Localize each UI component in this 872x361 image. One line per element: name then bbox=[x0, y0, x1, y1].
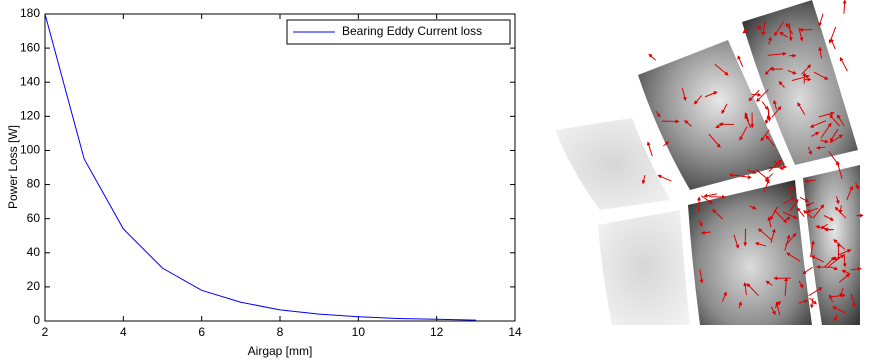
field-arrow bbox=[819, 14, 823, 26]
field-arrow bbox=[658, 175, 671, 181]
y-axis-label: Power Loss [W] bbox=[6, 125, 20, 209]
plot-frame bbox=[45, 14, 515, 321]
y-tick-label: 120 bbox=[20, 109, 40, 123]
field-plot bbox=[555, 0, 863, 325]
segment bbox=[688, 180, 812, 325]
segment bbox=[555, 118, 670, 210]
y-tick-label: 80 bbox=[27, 177, 41, 191]
page: Airgap [mm] Power Loss [W] Bearing Eddy … bbox=[0, 0, 872, 361]
x-tick-label: 10 bbox=[352, 325, 366, 339]
y-tick-label: 160 bbox=[20, 40, 40, 54]
field-arrow bbox=[752, 94, 761, 95]
y-tick-label: 0 bbox=[33, 313, 40, 327]
field-arrow bbox=[831, 39, 835, 49]
x-tick-label: 8 bbox=[277, 325, 284, 339]
field-arrow bbox=[704, 194, 716, 196]
x-tick-label: 12 bbox=[430, 325, 444, 339]
y-tick-label: 60 bbox=[27, 211, 41, 225]
field-arrow bbox=[699, 197, 700, 212]
field-arrow bbox=[766, 115, 768, 124]
y-tick-label: 40 bbox=[27, 245, 41, 259]
field-arrow bbox=[844, 0, 845, 13]
chart: Airgap [mm] Power Loss [W] Bearing Eddy … bbox=[6, 6, 522, 358]
y-tick-label: 20 bbox=[27, 279, 41, 293]
x-tick-label: 6 bbox=[198, 325, 205, 339]
y-tick-label: 100 bbox=[20, 143, 40, 157]
segment bbox=[598, 210, 690, 325]
field-arrow bbox=[840, 58, 847, 72]
x-tick-label: 4 bbox=[120, 325, 127, 339]
legend-label: Bearing Eddy Current loss bbox=[342, 24, 482, 38]
field-arrow bbox=[648, 142, 652, 156]
x-axis-label: Airgap [mm] bbox=[248, 344, 313, 358]
x-tick-label: 2 bbox=[42, 325, 49, 339]
field-arrow bbox=[762, 102, 768, 110]
field-arrow bbox=[649, 54, 656, 60]
field-arrow bbox=[766, 174, 773, 181]
field-arrow bbox=[756, 170, 768, 180]
y-tick-label: 140 bbox=[20, 74, 40, 88]
y-tick-label: 180 bbox=[20, 6, 40, 20]
field-arrow bbox=[830, 27, 836, 43]
x-tick-label: 14 bbox=[508, 325, 522, 339]
